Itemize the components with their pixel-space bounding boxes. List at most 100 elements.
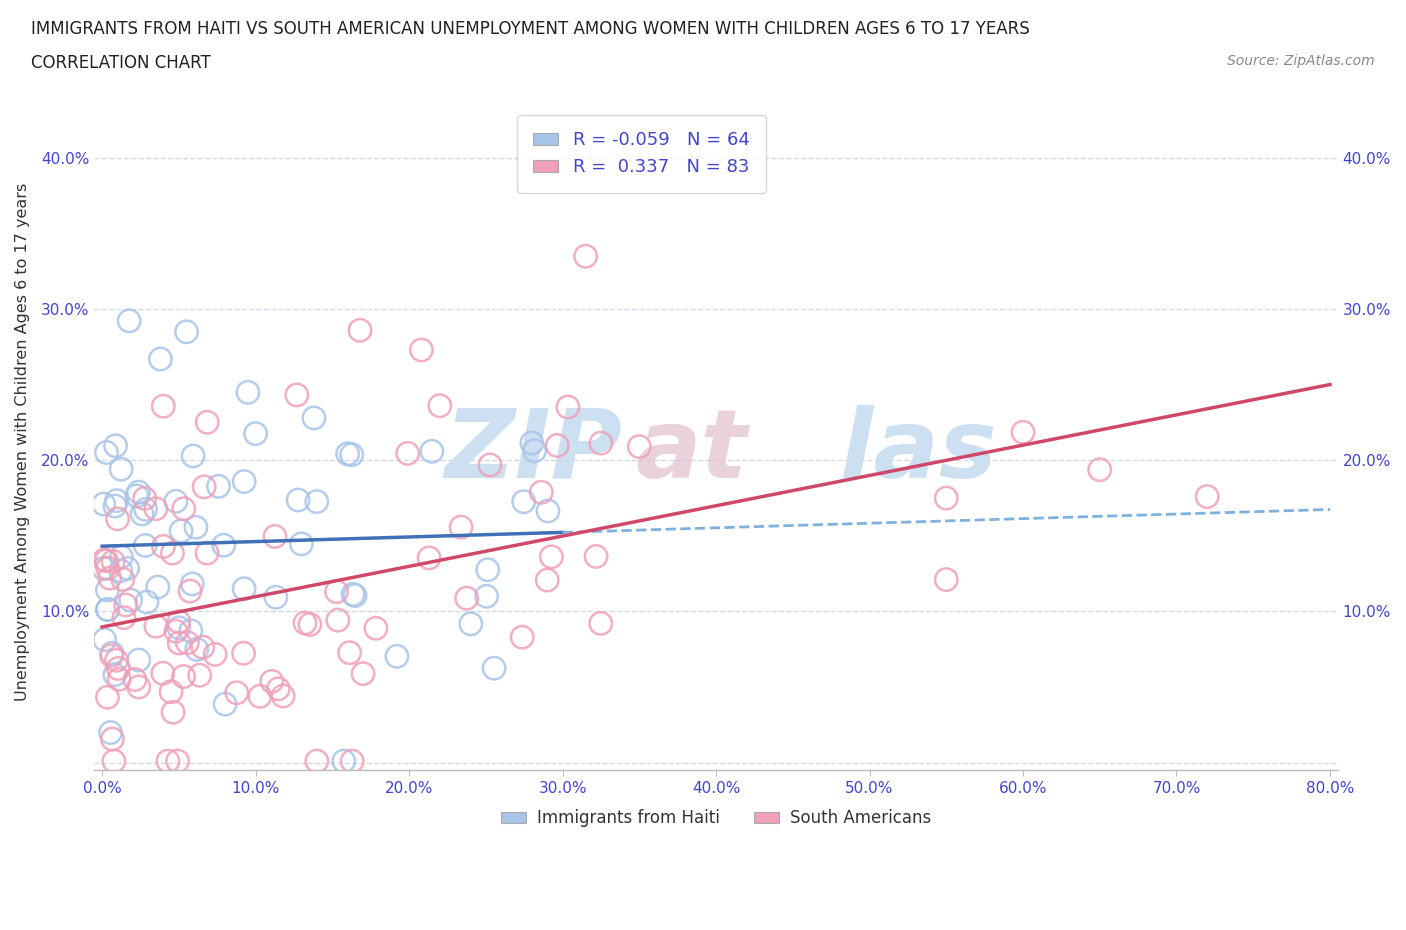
Point [181,577,204,591]
Point [460,617,482,631]
Point [267,682,290,697]
Point [482,661,505,676]
Point [340,447,363,462]
Point [249,689,271,704]
Point [108,671,131,686]
Point [128,653,150,668]
Point [107,512,129,526]
Point [165,494,187,509]
Point [152,539,174,554]
Point [105,653,128,668]
Point [134,538,156,553]
Point [512,494,534,509]
Point [100,725,122,740]
Point [305,494,328,509]
Point [114,597,136,612]
Point [93,552,115,567]
Point [104,667,127,682]
Point [96,553,118,568]
Point [176,325,198,339]
Point [104,498,127,513]
Point [146,579,169,594]
Point [96,582,118,597]
Point [287,493,309,508]
Point [475,589,498,604]
Point [145,618,167,633]
Point [188,668,211,683]
Point [97,602,120,617]
Point [181,448,204,463]
Point [264,590,287,604]
Point [160,684,183,699]
Point [165,624,187,639]
Point [128,485,150,499]
Point [352,666,374,681]
Point [429,398,451,413]
Point [305,753,328,768]
Text: las: las [841,405,997,498]
Point [98,571,121,586]
Point [173,669,195,684]
Point [93,561,115,576]
Point [93,497,115,512]
Point [145,501,167,516]
Point [179,584,201,599]
Point [298,617,321,631]
Point [585,549,607,564]
Point [456,591,478,605]
Point [110,564,132,578]
Point [523,444,546,458]
Point [193,479,215,494]
Point [104,438,127,453]
Point [575,249,598,264]
Y-axis label: Unemployment Among Women with Children Ages 6 to 17 years: Unemployment Among Women with Children A… [15,182,30,700]
Point [186,642,208,657]
Point [149,352,172,366]
Point [233,581,256,596]
Point [260,674,283,689]
Point [207,479,229,494]
Text: CORRELATION CHART: CORRELATION CHART [31,54,211,72]
Point [120,592,142,607]
Point [264,529,287,544]
Point [450,520,472,535]
Point [156,753,179,768]
Point [537,503,560,518]
Point [333,753,356,768]
Point [118,313,141,328]
Point [589,616,612,631]
Point [325,584,347,599]
Point [418,551,440,565]
Point [204,647,226,662]
Point [540,550,562,565]
Point [152,666,174,681]
Point [336,446,359,461]
Point [191,640,214,655]
Point [420,444,443,458]
Point [96,603,118,618]
Point [124,672,146,687]
Point [212,538,235,552]
Point [110,461,132,476]
Point [628,439,651,454]
Point [233,474,256,489]
Point [170,524,193,538]
Point [589,435,612,450]
Point [152,399,174,414]
Point [125,488,148,503]
Text: ZIP: ZIP [444,405,623,498]
Point [935,572,957,587]
Point [128,680,150,695]
Point [184,520,207,535]
Point [1012,425,1035,440]
Point [107,661,129,676]
Point [96,690,118,705]
Point [101,554,124,569]
Point [935,491,957,506]
Point [1197,489,1219,504]
Point [195,415,218,430]
Text: IMMIGRANTS FROM HAITI VS SOUTH AMERICAN UNEMPLOYMENT AMONG WOMEN WITH CHILDREN A: IMMIGRANTS FROM HAITI VS SOUTH AMERICAN … [31,20,1029,38]
Point [96,445,118,460]
Point [271,688,294,703]
Point [477,563,499,578]
